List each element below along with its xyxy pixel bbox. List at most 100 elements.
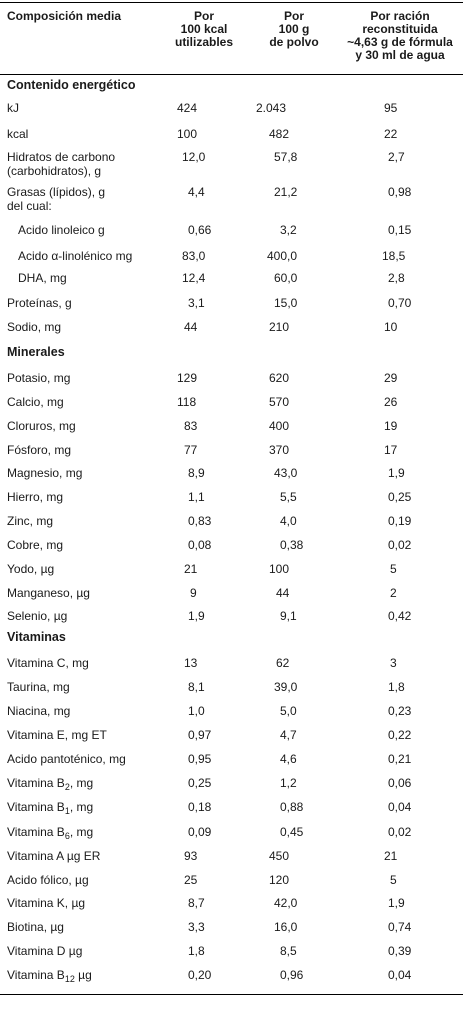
row-value: 3,3 bbox=[188, 920, 205, 934]
row-label: kJ bbox=[7, 101, 19, 115]
row-value: 15,0 bbox=[274, 296, 298, 310]
row-value: 4,4 bbox=[188, 185, 205, 199]
row-value: 1,8 bbox=[188, 944, 205, 958]
row-value: 57,8 bbox=[274, 150, 298, 164]
row-value: 5,0 bbox=[280, 704, 297, 718]
row-label: Grasas (lípidos), g del cual: bbox=[7, 185, 106, 213]
row-value: 4,0 bbox=[280, 514, 297, 528]
row-value: 1,9 bbox=[388, 896, 405, 910]
row-value: 0,02 bbox=[388, 538, 412, 552]
row-value: 570 bbox=[269, 395, 290, 409]
row-value: 0,70 bbox=[388, 296, 412, 310]
row-label: Sodio, mg bbox=[7, 320, 62, 334]
row-value: 17 bbox=[384, 443, 398, 457]
row-value: 25 bbox=[184, 873, 198, 887]
row-value: 60,0 bbox=[274, 271, 298, 285]
row-value: 0,96 bbox=[280, 968, 304, 982]
row-label: Taurina, mg bbox=[7, 680, 70, 694]
row-label: Vitamina B1, mg bbox=[7, 800, 94, 816]
row-value: 43,0 bbox=[274, 466, 298, 480]
header-per-100kcal: Por 100 kcal utilizables bbox=[174, 9, 233, 49]
row-value: 1,9 bbox=[388, 466, 405, 480]
row-value: 1,9 bbox=[188, 609, 205, 623]
row-value: 19 bbox=[384, 419, 398, 433]
row-value: 120 bbox=[269, 873, 290, 887]
row-label: Manganeso, µg bbox=[7, 586, 90, 600]
row-value: 0,74 bbox=[388, 920, 412, 934]
row-value: 0,04 bbox=[388, 800, 412, 814]
row-label: Proteínas, g bbox=[7, 296, 72, 310]
row-value: 0,20 bbox=[188, 968, 212, 982]
row-label: Acido pantoténico, mg bbox=[7, 752, 126, 766]
row-value: 210 bbox=[269, 320, 290, 334]
row-value: 12,0 bbox=[182, 150, 206, 164]
row-value: 1,1 bbox=[188, 490, 205, 504]
header-composition: Composición media bbox=[7, 9, 122, 23]
row-value: 4,7 bbox=[280, 728, 297, 742]
row-value: 0,02 bbox=[388, 825, 412, 839]
row-value: 400 bbox=[269, 419, 290, 433]
row-value: 26 bbox=[384, 395, 398, 409]
row-label: Vitamina E, mg ET bbox=[7, 728, 107, 742]
row-label: Selenio, µg bbox=[7, 609, 68, 623]
section-title: Contenido energético bbox=[7, 78, 136, 92]
row-label: Acido fólico, µg bbox=[7, 873, 89, 887]
header-per-100g: Por 100 g de polvo bbox=[269, 9, 319, 49]
row-value: 9 bbox=[190, 586, 197, 600]
row-value: 0,98 bbox=[388, 185, 412, 199]
row-value: 0,39 bbox=[388, 944, 412, 958]
row-value: 83,0 bbox=[182, 249, 206, 263]
row-value: 4,6 bbox=[280, 752, 297, 766]
row-value: 22 bbox=[384, 127, 398, 141]
row-value: 8,5 bbox=[280, 944, 297, 958]
row-label: DHA, mg bbox=[18, 271, 67, 285]
row-value: 0,95 bbox=[188, 752, 212, 766]
row-value: 10 bbox=[384, 320, 398, 334]
row-value: 8,1 bbox=[188, 680, 205, 694]
row-label: Hidratos de carbono (carbohidratos), g bbox=[7, 150, 116, 178]
row-value: 100 bbox=[177, 127, 198, 141]
row-value: 0,06 bbox=[388, 776, 412, 790]
row-label: Yodo, µg bbox=[7, 562, 55, 576]
row-value: 0,15 bbox=[388, 223, 412, 237]
row-value: 3 bbox=[390, 656, 397, 670]
row-value: 39,0 bbox=[274, 680, 298, 694]
row-value: 0,08 bbox=[188, 538, 212, 552]
row-label: kcal bbox=[7, 127, 29, 141]
row-label: Zinc, mg bbox=[7, 514, 54, 528]
row-label: Vitamina K, µg bbox=[7, 896, 86, 910]
row-value: 2 bbox=[390, 586, 397, 600]
row-label: Cloruros, mg bbox=[7, 419, 76, 433]
row-value: 129 bbox=[177, 371, 198, 385]
row-value: 42,0 bbox=[274, 896, 298, 910]
row-value: 3,1 bbox=[188, 296, 205, 310]
row-label: Niacina, mg bbox=[7, 704, 71, 718]
row-value: 77 bbox=[184, 443, 198, 457]
row-value: 5,5 bbox=[280, 490, 297, 504]
row-value: 3,2 bbox=[280, 223, 297, 237]
row-label: Vitamina B12 µg bbox=[7, 968, 92, 984]
row-value: 8,7 bbox=[188, 896, 205, 910]
row-label: Acido α-linolénico mg bbox=[18, 249, 133, 263]
row-value: 0,25 bbox=[188, 776, 212, 790]
row-value: 0,97 bbox=[188, 728, 212, 742]
row-value: 2,7 bbox=[388, 150, 405, 164]
section-title: Minerales bbox=[7, 345, 65, 359]
row-value: 44 bbox=[276, 586, 290, 600]
row-value: 0,04 bbox=[388, 968, 412, 982]
bottom-rule bbox=[0, 994, 463, 995]
row-value: 0,23 bbox=[388, 704, 412, 718]
row-label: Hierro, mg bbox=[7, 490, 64, 504]
row-value: 482 bbox=[269, 127, 290, 141]
row-value: 370 bbox=[269, 443, 290, 457]
row-value: 95 bbox=[384, 101, 398, 115]
row-value: 29 bbox=[384, 371, 398, 385]
row-value: 0,45 bbox=[280, 825, 304, 839]
row-value: 62 bbox=[276, 656, 290, 670]
row-label: Vitamina B6, mg bbox=[7, 825, 94, 841]
row-value: 0,66 bbox=[188, 223, 212, 237]
row-value: 5 bbox=[390, 562, 397, 576]
row-value: 0,21 bbox=[388, 752, 412, 766]
row-label: Magnesio, mg bbox=[7, 466, 83, 480]
row-value: 0,42 bbox=[388, 609, 412, 623]
